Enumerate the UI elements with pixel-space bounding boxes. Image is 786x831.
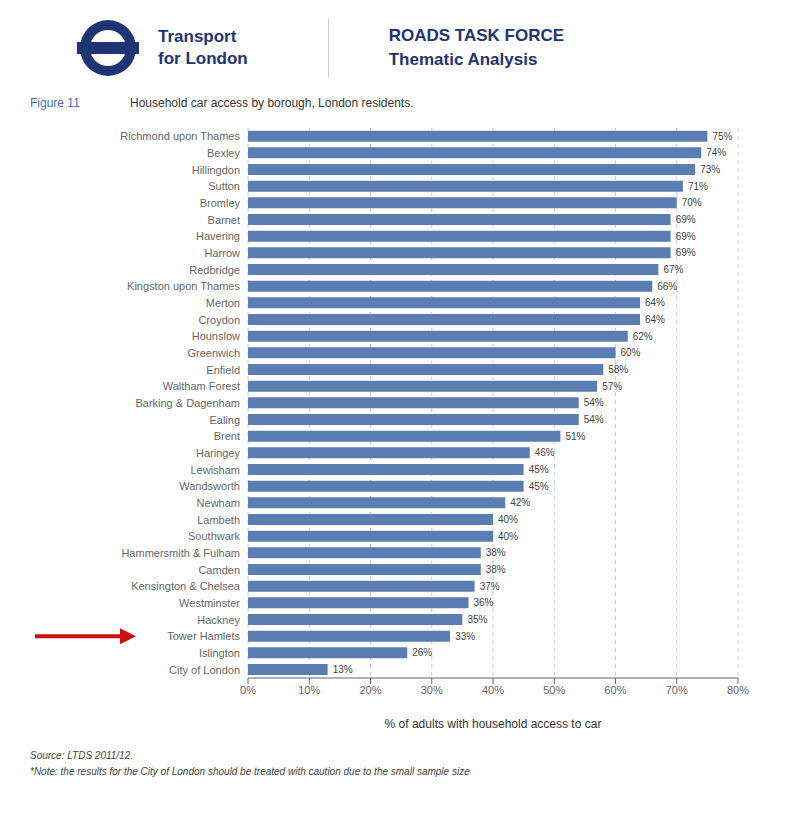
svg-text:38%: 38% — [486, 547, 506, 558]
svg-text:66%: 66% — [657, 281, 677, 292]
svg-text:Haringey: Haringey — [196, 447, 241, 459]
svg-text:36%: 36% — [474, 597, 494, 608]
svg-text:Havering: Havering — [196, 230, 240, 242]
svg-text:67%: 67% — [663, 264, 683, 275]
svg-text:64%: 64% — [645, 314, 665, 325]
svg-text:40%: 40% — [482, 684, 504, 696]
svg-text:Brent: Brent — [214, 430, 240, 442]
svg-text:Enfield: Enfield — [206, 364, 240, 376]
svg-text:Kensington & Chelsea: Kensington & Chelsea — [131, 580, 241, 592]
svg-text:Richmond upon Thames: Richmond upon Thames — [120, 130, 240, 142]
svg-text:Bromley: Bromley — [200, 197, 241, 209]
svg-text:73%: 73% — [700, 164, 720, 175]
svg-text:Redbridge: Redbridge — [189, 264, 240, 276]
svg-text:70%: 70% — [666, 684, 688, 696]
svg-text:64%: 64% — [645, 297, 665, 308]
svg-text:69%: 69% — [676, 214, 696, 225]
svg-text:Barnet: Barnet — [208, 214, 240, 226]
svg-text:33%: 33% — [455, 631, 475, 642]
svg-text:30%: 30% — [421, 684, 443, 696]
svg-text:Newham: Newham — [197, 497, 240, 509]
html-text:Transport: Transport — [158, 27, 237, 46]
svg-text:Ealing: Ealing — [209, 414, 240, 426]
svg-text:71%: 71% — [688, 181, 708, 192]
svg-text:62%: 62% — [633, 331, 653, 342]
svg-text:51%: 51% — [565, 431, 585, 442]
svg-text:City of London: City of London — [169, 664, 240, 676]
svg-text:13%: 13% — [333, 664, 353, 675]
svg-text:Barking & Dagenham: Barking & Dagenham — [135, 397, 240, 409]
svg-text:37%: 37% — [480, 581, 500, 592]
svg-text:Merton: Merton — [206, 297, 240, 309]
svg-text:42%: 42% — [510, 497, 530, 508]
svg-text:Lewisham: Lewisham — [190, 464, 240, 476]
svg-text:Islington: Islington — [199, 647, 240, 659]
svg-text:54%: 54% — [584, 414, 604, 425]
svg-text:10%: 10% — [298, 684, 320, 696]
svg-text:Hackney: Hackney — [197, 614, 240, 626]
svg-text:Hammersmith & Fulham: Hammersmith & Fulham — [121, 547, 240, 559]
svg-text:Southwark: Southwark — [188, 530, 240, 542]
svg-text:54%: 54% — [584, 397, 604, 408]
svg-text:74%: 74% — [706, 147, 726, 158]
svg-text:Kingston upon Thames: Kingston upon Thames — [127, 280, 240, 292]
svg-text:Sutton: Sutton — [208, 180, 240, 192]
svg-text:26%: 26% — [412, 647, 432, 658]
svg-text:Tower Hamlets: Tower Hamlets — [167, 630, 240, 642]
svg-text:35%: 35% — [467, 614, 487, 625]
svg-text:45%: 45% — [529, 464, 549, 475]
svg-text:Harrow: Harrow — [205, 247, 241, 259]
svg-text:57%: 57% — [602, 381, 622, 392]
svg-text:Waltham Forest: Waltham Forest — [163, 380, 240, 392]
svg-text:40%: 40% — [498, 514, 518, 525]
svg-text:Camden: Camden — [198, 564, 240, 576]
html-text:ROADS TASK FORCE: ROADS TASK FORCE — [388, 26, 565, 45]
svg-text:69%: 69% — [676, 247, 696, 258]
svg-text:60%: 60% — [604, 684, 626, 696]
svg-text:Croydon: Croydon — [198, 314, 240, 326]
html-text:Figure 11: Figure 11 — [30, 96, 80, 110]
svg-text:Bexley: Bexley — [207, 147, 241, 159]
svg-text:Westminster: Westminster — [179, 597, 240, 609]
svg-text:69%: 69% — [676, 231, 696, 242]
svg-text:Lambeth: Lambeth — [197, 514, 240, 526]
svg-text:80%: 80% — [727, 684, 749, 696]
svg-text:50%: 50% — [543, 684, 565, 696]
svg-text:46%: 46% — [535, 447, 555, 458]
html-text:Thematic Analysis: Thematic Analysis — [388, 50, 538, 69]
svg-text:Greenwich: Greenwich — [187, 347, 240, 359]
svg-text:58%: 58% — [608, 364, 628, 375]
svg-text:75%: 75% — [712, 131, 732, 142]
svg-text:38%: 38% — [486, 564, 506, 575]
html-text:Household car access by boroug: Household car access by borough, London … — [130, 96, 414, 110]
html-text:for London: for London — [158, 49, 248, 68]
svg-text:20%: 20% — [359, 684, 381, 696]
svg-text:% of adults with household acc: % of adults with household access to car — [385, 717, 602, 731]
html-text:Source: LTDS 2011/12.: Source: LTDS 2011/12. — [30, 750, 133, 761]
svg-text:Hillingdon: Hillingdon — [192, 164, 240, 176]
svg-text:Hounslow: Hounslow — [192, 330, 240, 342]
svg-text:70%: 70% — [682, 197, 702, 208]
svg-text:40%: 40% — [498, 531, 518, 542]
svg-text:60%: 60% — [621, 347, 641, 358]
svg-text:0%: 0% — [240, 684, 256, 696]
svg-text:Wandsworth: Wandsworth — [179, 480, 240, 492]
html-text:*Note: the results for the Cit: *Note: the results for the City of Londo… — [30, 766, 470, 777]
svg-text:45%: 45% — [529, 481, 549, 492]
